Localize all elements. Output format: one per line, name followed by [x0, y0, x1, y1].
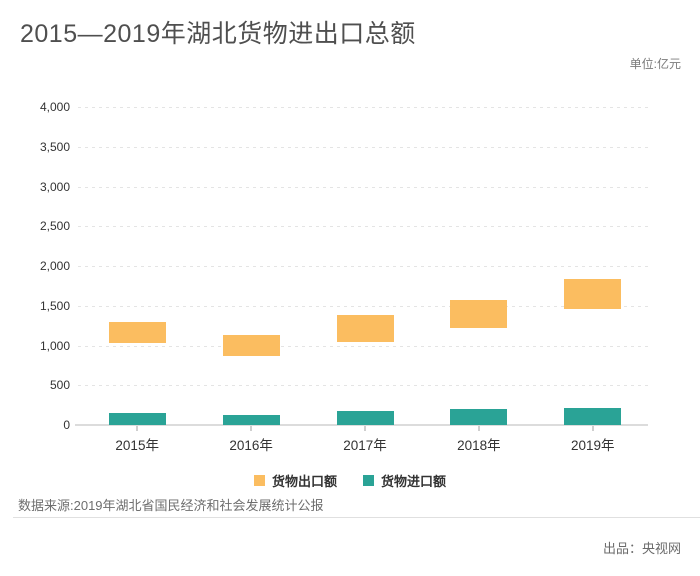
- bar-imports-2018年: [450, 409, 508, 425]
- unit-label: 单位:亿元: [629, 57, 681, 71]
- bar-exports-2015年: [108, 321, 166, 344]
- x-axis-category-label: 2017年: [343, 438, 387, 453]
- gridline-2000: [78, 266, 648, 267]
- y-axis-tick-label: 1,500: [39, 298, 70, 313]
- gridline-2500: [78, 226, 648, 228]
- bar-imports-2017年: [336, 411, 394, 425]
- bar-imports-2016年: [222, 414, 280, 425]
- footer-divider: [13, 517, 700, 518]
- x-axis-tick: [364, 426, 366, 431]
- x-axis-category-label: 2019年: [571, 438, 615, 453]
- x-axis-tick: [250, 426, 253, 431]
- gridline-4000: [78, 107, 648, 108]
- y-axis-tick-label: 0: [63, 418, 70, 432]
- legend-label-imports: 货物进口额: [381, 474, 447, 489]
- gridline-3500: [78, 146, 648, 148]
- x-axis-tick: [591, 426, 594, 431]
- y-axis-tick-label: 3,000: [39, 179, 70, 194]
- data-source-note: 数据来源:2019年湖北省国民经济和社会发展统计公报: [18, 498, 324, 513]
- legend-swatch-imports: [363, 475, 374, 486]
- gridline-3000: [78, 186, 648, 188]
- producer-credit: 出品：央视网: [602, 541, 681, 556]
- bar-imports-2015年: [108, 413, 166, 425]
- bar-exports-2018年: [450, 300, 508, 328]
- x-axis-line: [75, 424, 648, 426]
- legend-swatch-exports: [253, 475, 265, 486]
- y-axis-tick-label: 1,000: [39, 338, 70, 353]
- gridline-1500: [78, 305, 648, 307]
- x-axis-tick: [477, 426, 480, 431]
- legend-item-exports: 货物出口额: [253, 471, 337, 490]
- y-axis-tick-label: 500: [49, 378, 70, 393]
- chart-title: 2015—2019年湖北货物进出口总额: [20, 20, 416, 48]
- y-axis-tick-label: 3,500: [39, 139, 70, 154]
- gridline-500: [78, 385, 648, 387]
- x-axis-category-label: 2018年: [457, 438, 501, 453]
- bar-imports-2019年: [564, 407, 622, 425]
- x-axis-category-label: 2016年: [229, 438, 273, 453]
- bar-exports-2019年: [564, 279, 622, 309]
- bar-exports-2016年: [222, 334, 280, 357]
- bar-exports-2017年: [336, 314, 394, 342]
- y-axis-tick-label: 4,000: [39, 100, 70, 114]
- legend-item-imports: 货物进口额: [363, 471, 446, 490]
- x-axis-category-label: 2015年: [115, 438, 159, 453]
- y-axis-tick-label: 2,500: [39, 219, 70, 234]
- legend-label-exports: 货物出口额: [271, 474, 337, 489]
- y-axis-tick-label: 2,000: [39, 259, 70, 273]
- x-axis-tick: [136, 426, 139, 431]
- gridline-1000: [78, 345, 648, 347]
- chart-legend: 货物出口额 货物进口额: [0, 471, 700, 490]
